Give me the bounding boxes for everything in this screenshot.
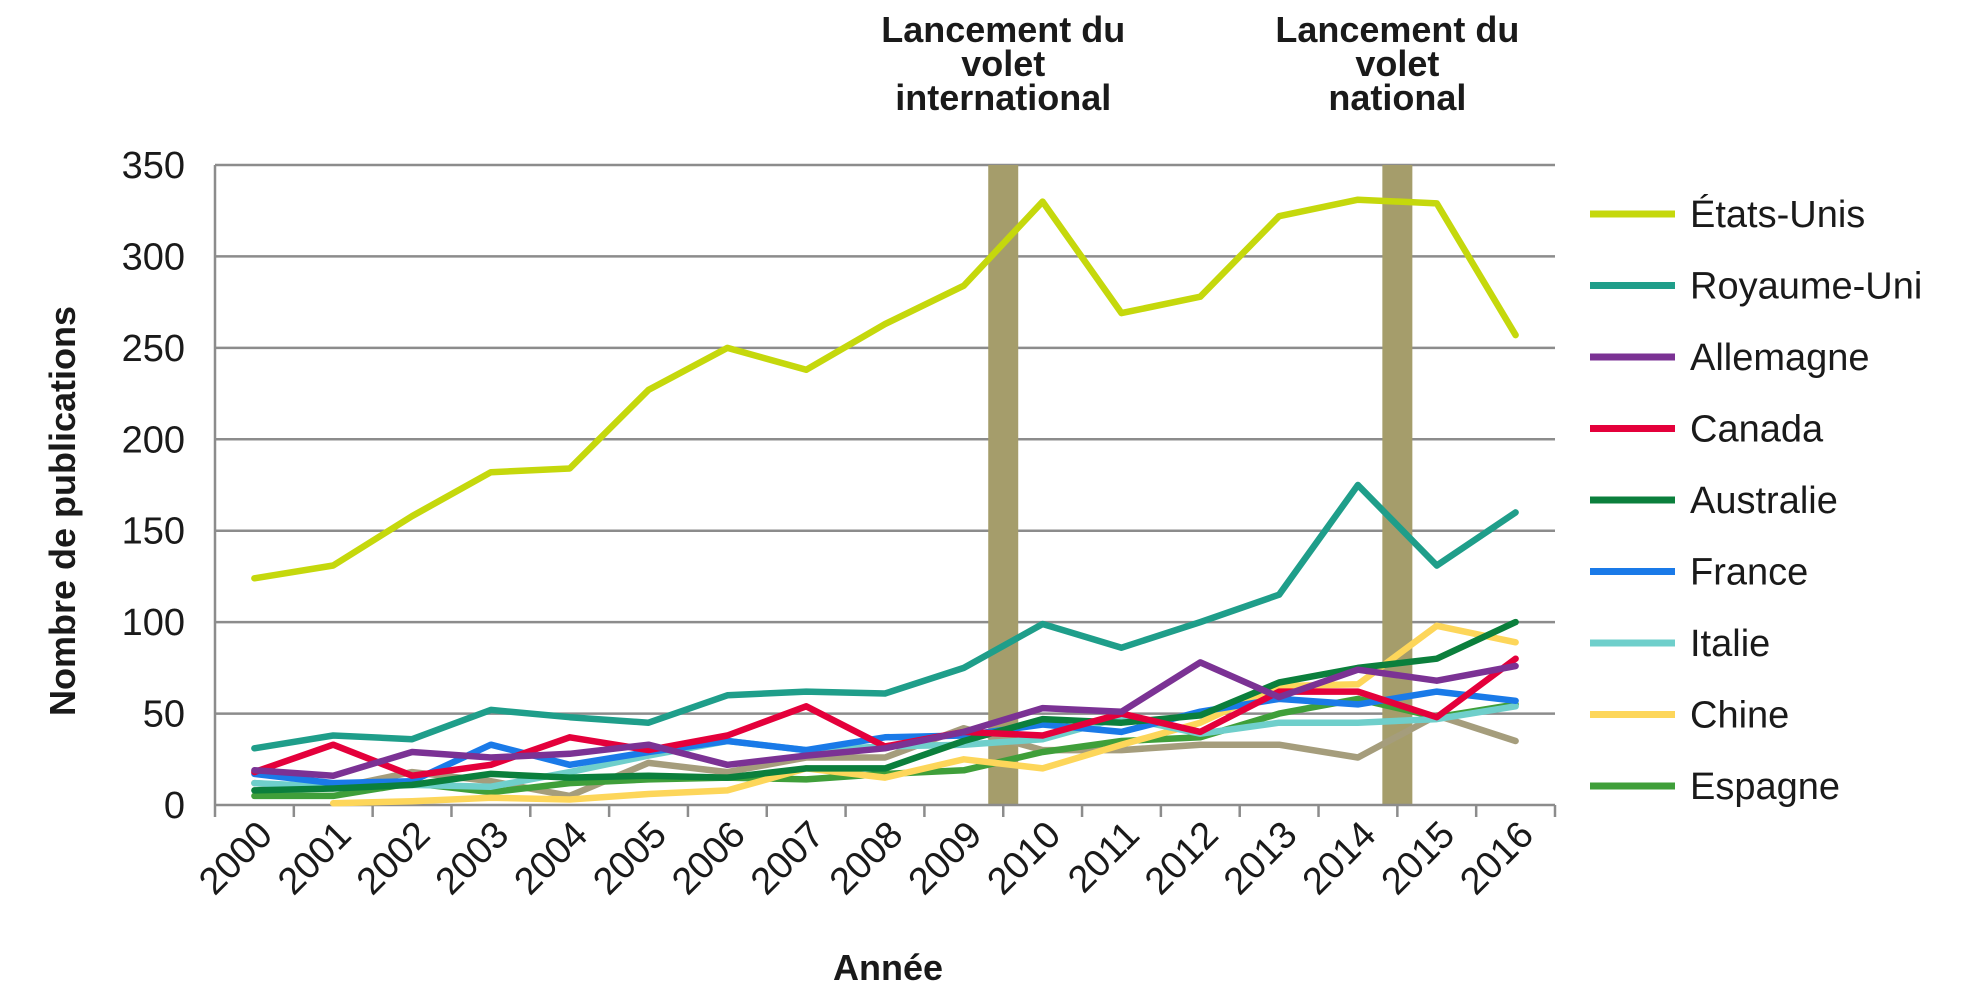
y-axis-title: Nombre de publications [42,306,83,716]
legend-label: États-Unis [1690,193,1865,236]
launch-marker-bar [988,165,1019,805]
marker-annotation: national [1328,77,1466,118]
x-tick-label: 2011 [1060,814,1147,901]
x-axis: 2000200120022003200420052006200720082009… [191,165,1557,903]
y-tick-label: 350 [122,145,185,187]
series-line [251,618,1519,794]
x-tick-label: 2009 [901,814,990,903]
series-line [251,196,1519,582]
y-tick-label: 100 [122,602,185,644]
x-tick-label: 2006 [664,814,753,903]
x-tick-label: 2000 [191,814,280,903]
y-tick-label: 200 [122,419,185,461]
x-tick-label: 2002 [349,814,438,903]
x-tick-label: 2014 [1295,814,1384,903]
legend-label: Allemagne [1690,337,1870,379]
launch-markers: Lancement duvoletinternationalLancement … [881,9,1519,805]
x-tick-label: 2005 [585,814,674,903]
x-tick-label: 2015 [1374,814,1463,903]
y-axis-ticks: 0 50 100 150 200 250 300 350 [122,145,185,827]
x-tick-label: 2008 [822,814,911,903]
x-tick-label: 2012 [1137,814,1226,903]
legend-label: Chine [1690,695,1789,737]
x-axis-title: Année [833,947,943,988]
marker-annotation: international [895,77,1111,118]
x-tick-label: 2010 [980,814,1069,903]
x-tick-label: 2007 [743,814,832,903]
x-tick-label: 2013 [1216,814,1305,903]
legend-label: Espagne [1690,766,1840,808]
marker-annotation: volet [1355,43,1439,84]
y-tick-label: 0 [164,785,185,827]
series-lines [251,196,1519,807]
y-tick-label: 250 [122,328,185,370]
x-tick-label: 2001 [270,814,359,903]
legend-label: Royaume-Uni [1690,266,1922,308]
legend-label: Australie [1690,480,1838,522]
legend-label: Italie [1690,623,1770,665]
y-tick-label: 50 [143,694,185,736]
x-tick-label: 2003 [428,814,517,903]
y-tick-label: 150 [122,511,185,553]
legend-label: France [1690,552,1808,594]
y-tick-label: 300 [122,236,185,278]
x-tick-label: 2016 [1452,814,1541,903]
series-line [251,481,1519,752]
marker-annotation: volet [961,43,1045,84]
x-tick-label: 2004 [507,814,596,903]
marker-annotation: Lancement du [881,9,1125,50]
legend-label: Canada [1690,409,1824,451]
legend: États-Unis Royaume-Uni Allemagne Canada Aust… [1590,193,1922,808]
gridlines [215,163,1555,715]
series-line [251,659,1519,779]
marker-annotation: Lancement du [1275,9,1519,50]
